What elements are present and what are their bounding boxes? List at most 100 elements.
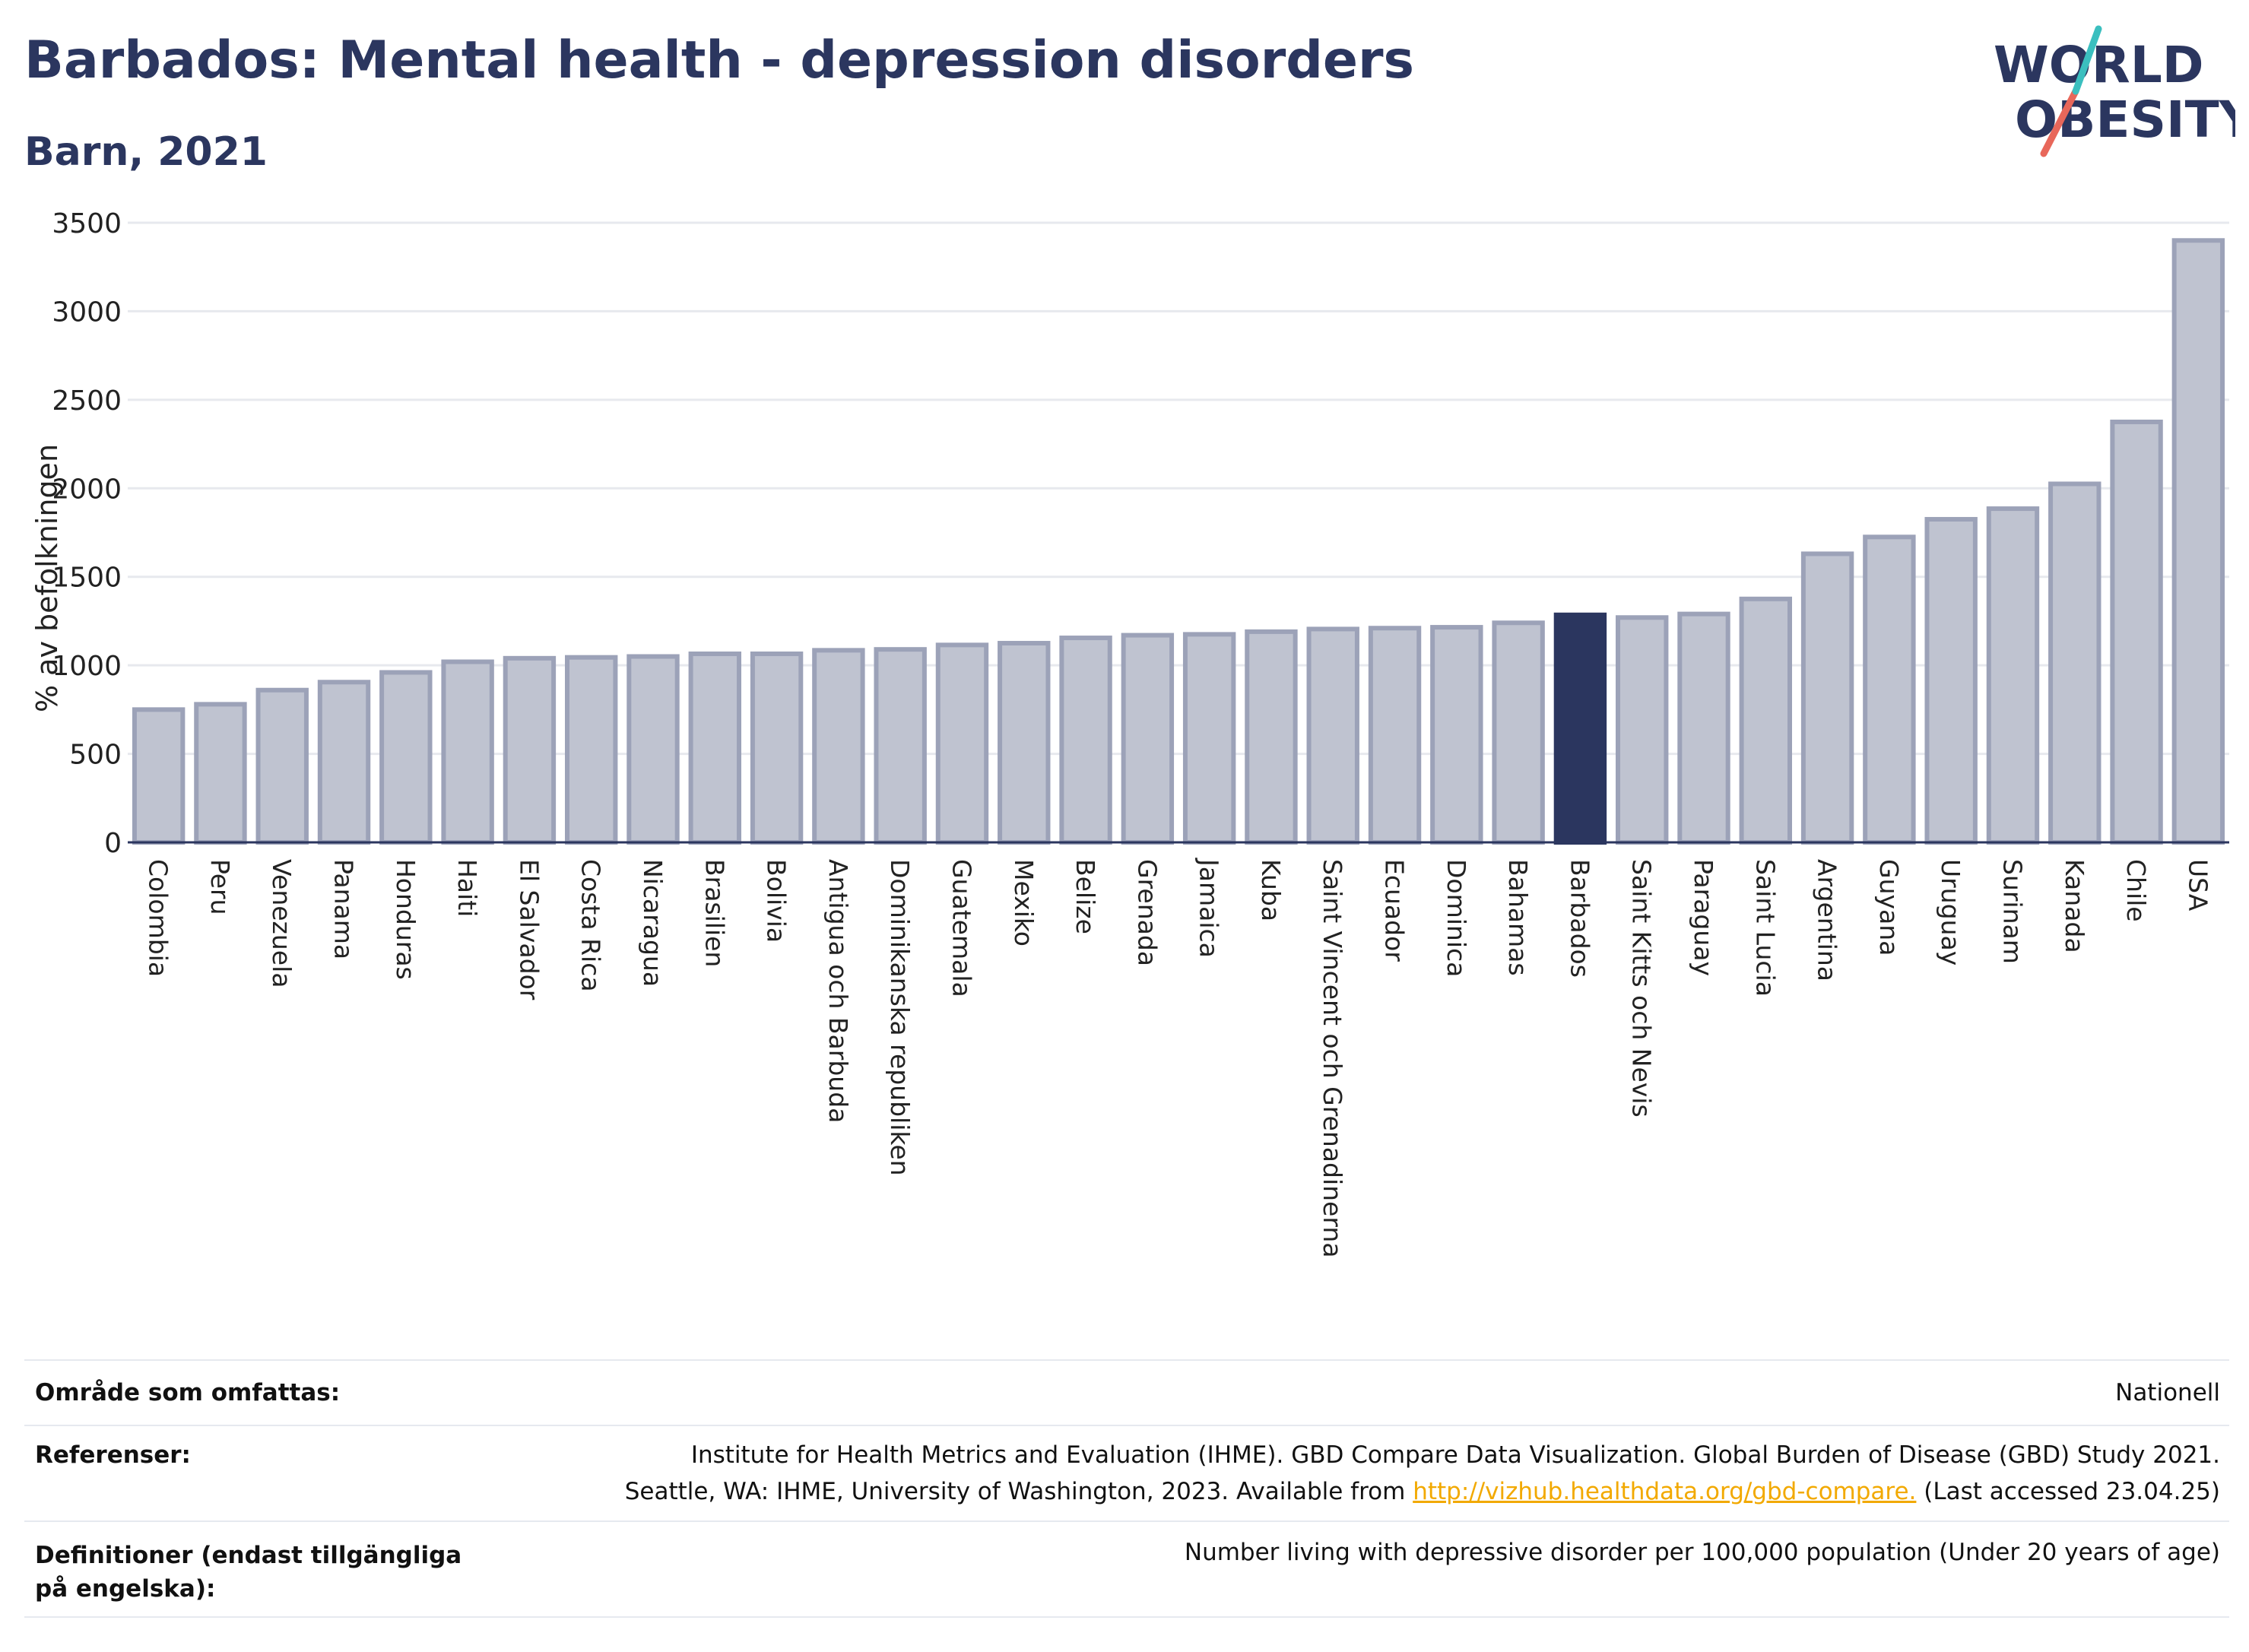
bar-brasilien[interactable] (688, 652, 741, 845)
y-axis-ticks: 0 500 1000 1500 2000 2500 3000 3500 (52, 208, 122, 859)
y-tick-label: 2000 (52, 474, 122, 505)
logo-slash-red (2040, 87, 2079, 157)
world-obesity-logo: WORLD OBESITY (1994, 25, 2235, 157)
references-key: Referenser: (35, 1441, 191, 1469)
definitions-value: Number living with depressive disorder p… (1184, 1539, 2220, 1566)
y-axis-label: % av befolkningen (30, 444, 64, 712)
bar-dominica[interactable] (1430, 625, 1483, 845)
x-tick-label: Costa Rica (576, 859, 606, 992)
x-tick-label: Bolivia (762, 859, 791, 943)
references-line-1: Institute for Health Metrics and Evaluat… (690, 1441, 2220, 1469)
chart-title: Barbados: Mental health - depression dis… (24, 30, 1415, 90)
bar-el-salvador[interactable] (503, 655, 557, 845)
info-table: Område som omfattas: Nationell Referense… (24, 1359, 2229, 1618)
y-tick-label: 0 (104, 828, 122, 859)
x-tick-label: Peru (205, 859, 235, 915)
x-tick-label: Paraguay (1689, 859, 1718, 976)
bar-saint-kitts-och-nevis[interactable] (1616, 615, 1669, 845)
x-tick-label: Saint Lucia (1750, 859, 1780, 997)
references-value: Institute for Health Metrics and Evaluat… (625, 1437, 2229, 1510)
info-row-references: Referenser: Institute for Health Metrics… (24, 1425, 2229, 1520)
bar-bahamas[interactable] (1492, 620, 1545, 845)
x-tick-label: Nicaragua (638, 859, 668, 987)
x-tick-label: Haiti (452, 859, 482, 917)
bar-belize[interactable] (1059, 636, 1112, 845)
bar-uruguay[interactable] (1924, 517, 1978, 845)
x-axis-labels: Colombia Peru Venezuela Panama Honduras Haiti… (144, 858, 2213, 1257)
x-tick-label: USA (2183, 859, 2213, 912)
references-line-2-pre: Seattle, WA: IHME, University of Washing… (624, 1478, 1413, 1505)
bar-dominikanska-republiken[interactable] (874, 647, 927, 845)
bar-panama[interactable] (317, 680, 371, 845)
x-tick-label: Panama (329, 859, 359, 959)
x-tick-label: Saint Vincent och Grenadinerna (1318, 859, 1347, 1257)
bar-surinam[interactable] (1986, 506, 2040, 845)
bar-peru[interactable] (194, 702, 247, 845)
x-tick-label: Venezuela (267, 859, 297, 988)
bar-haiti[interactable] (441, 659, 494, 845)
bar-paraguay[interactable] (1677, 611, 1730, 845)
bar-argentina[interactable] (1800, 551, 1854, 845)
info-row-coverage: Område som omfattas: Nationell (24, 1359, 2229, 1425)
bar-costa-rica[interactable] (565, 655, 618, 845)
bar-chart: 0 500 1000 1500 2000 2500 3000 3500 Colombia Per… (30, 208, 2229, 1257)
x-tick-label: Honduras (391, 859, 420, 980)
chart-subtitle: Barn, 2021 (24, 129, 268, 175)
references-link[interactable]: http://vizhub.healthdata.org/gbd-compare… (1413, 1478, 1917, 1505)
x-tick-label: Dominica (1442, 859, 1471, 977)
x-tick-label: Antigua och Barbuda (823, 859, 853, 1123)
x-tick-label: Saint Kitts och Nevis (1627, 859, 1657, 1118)
bar-ecuador[interactable] (1368, 626, 1422, 845)
bar-guatemala[interactable] (935, 642, 989, 845)
y-tick-label: 500 (69, 740, 122, 771)
bar-chile[interactable] (2110, 419, 2163, 845)
x-tick-label: Dominikanska republiken (885, 859, 915, 1176)
coverage-value: Nationell (2115, 1379, 2220, 1406)
coverage-key: Område som omfattas: (35, 1379, 341, 1406)
x-tick-label: Surinam (1997, 859, 2027, 964)
bar-barbados[interactable] (1553, 612, 1607, 845)
logo-text-world: WORLD (1994, 36, 2204, 94)
x-tick-label: Brasilien (699, 859, 729, 967)
x-tick-label: Guyana (1874, 859, 1904, 956)
bar-mexiko[interactable] (998, 641, 1051, 845)
bar-bolivia[interactable] (750, 652, 804, 845)
bar-venezuela[interactable] (255, 687, 309, 845)
bar-kuba[interactable] (1245, 629, 1298, 845)
y-tick-label: 3000 (52, 296, 122, 328)
x-tick-label: Bahamas (1503, 859, 1533, 976)
x-tick-label: Uruguay (1936, 859, 1965, 966)
bar-grenada[interactable] (1121, 633, 1175, 845)
x-tick-label: Kuba (1256, 859, 1286, 921)
references-line-2-post: (Last accessed 23.04.25) (1916, 1478, 2220, 1505)
x-tick-label: Jamaica (1194, 858, 1224, 958)
bars (132, 238, 2225, 845)
bar-saint-vincent-och-grenadinerna[interactable] (1306, 626, 1359, 845)
bar-colombia[interactable] (132, 707, 186, 845)
bar-usa[interactable] (2171, 238, 2225, 845)
bar-honduras[interactable] (379, 670, 433, 845)
bar-jamaica[interactable] (1182, 632, 1236, 845)
y-tick-label: 3500 (52, 208, 122, 239)
bar-antigua-och-barbuda[interactable] (812, 648, 865, 845)
y-tick-label: 1500 (52, 563, 122, 594)
x-tick-label: Mexiko (1009, 859, 1039, 946)
bar-nicaragua[interactable] (626, 654, 680, 845)
logo-slash-teal (2072, 25, 2102, 95)
y-tick-label: 1000 (52, 651, 122, 682)
x-tick-label: Chile (2121, 859, 2151, 922)
x-tick-label: Guatemala (947, 859, 976, 997)
info-row-definitions: Definitioner (endast tillgängliga på eng… (24, 1520, 2229, 1618)
x-tick-label: Belize (1071, 859, 1100, 934)
bar-kanada[interactable] (2048, 481, 2101, 845)
bar-saint-lucia[interactable] (1739, 596, 1792, 845)
y-tick-label: 2500 (52, 385, 122, 417)
x-tick-label: Colombia (144, 859, 173, 977)
x-tick-label: El Salvador (514, 859, 544, 1000)
references-line-2: Seattle, WA: IHME, University of Washing… (625, 1473, 2220, 1510)
x-tick-label: Kanada (2060, 859, 2089, 953)
bar-guyana[interactable] (1863, 534, 1916, 845)
x-tick-label: Grenada (1132, 859, 1162, 966)
x-tick-label: Barbados (1565, 859, 1594, 978)
x-tick-label: Ecuador (1380, 859, 1410, 962)
